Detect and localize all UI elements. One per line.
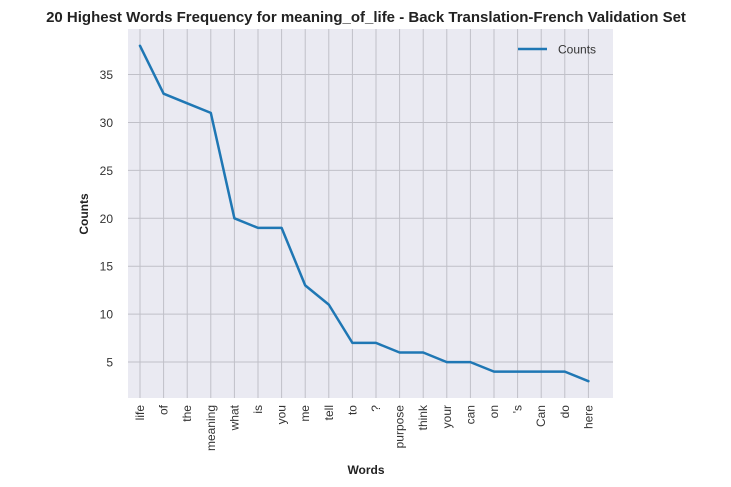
y-tick-label: 20 — [100, 212, 114, 226]
x-tick-label: of — [157, 404, 171, 415]
x-tick-label: can — [463, 405, 477, 424]
grid-lines — [128, 29, 613, 398]
chart-title: 20 Highest Words Frequency for meaning_o… — [46, 9, 686, 26]
x-tick-label: your — [440, 405, 454, 428]
x-tick-label: here — [581, 405, 595, 429]
y-tick-label: 15 — [100, 260, 114, 274]
x-tick-label: ? — [369, 405, 383, 412]
x-tick-labels: life of the meaning what is you me tell to? purpos… — [133, 404, 595, 451]
plot-area — [128, 29, 613, 398]
y-tick-label: 10 — [100, 308, 114, 322]
x-tick-label: you — [275, 405, 289, 424]
y-tick-label: 25 — [100, 164, 114, 178]
x-tick-label: 's — [511, 405, 525, 413]
x-tick-label: the — [180, 405, 194, 422]
x-tick-label: on — [487, 405, 501, 418]
x-tick-label: me — [298, 405, 312, 422]
x-axis-label: Words — [347, 463, 384, 477]
x-tick-label: think — [416, 404, 430, 430]
x-tick-label: to — [345, 405, 359, 415]
y-axis-label: Counts — [77, 193, 91, 235]
x-tick-label: life — [133, 405, 147, 421]
y-tick-labels: 5 10 15 20 25 30 35 — [100, 68, 114, 370]
y-tick-label: 5 — [106, 356, 113, 370]
series-line-counts — [138, 44, 590, 383]
x-tick-label: tell — [322, 405, 336, 420]
x-tick-label: meaning — [204, 405, 218, 451]
x-tick-label: what — [227, 404, 241, 431]
x-tick-label: do — [558, 405, 572, 419]
legend-label-counts: Counts — [558, 43, 596, 57]
x-tick-label: is — [251, 405, 265, 414]
x-tick-label: purpose — [393, 405, 407, 449]
y-tick-label: 35 — [100, 68, 114, 82]
series-lines — [138, 44, 590, 383]
y-tick-label: 30 — [100, 116, 114, 130]
x-tick-label: Can — [534, 405, 548, 427]
legend: Counts — [518, 43, 596, 57]
